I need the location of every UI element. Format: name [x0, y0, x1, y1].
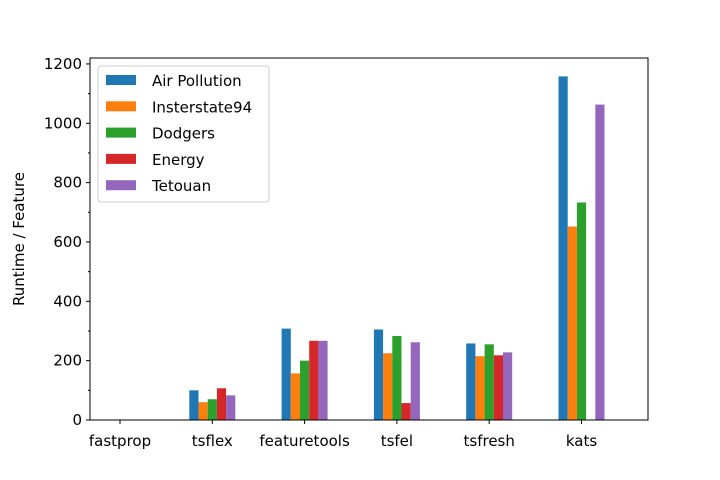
legend: Air Pollution Insterstate94 Dodgers Energy T… [97, 65, 270, 203]
bar-featuretools-air-pollution [281, 328, 291, 420]
bar-featuretools-tetouan [318, 340, 328, 420]
bar-kats-tetouan [595, 104, 605, 420]
bar-kats-air-pollution [558, 76, 568, 421]
bars-group [97, 76, 605, 421]
legend-frame [97, 65, 270, 203]
bar-tsfresh-air-pollution [466, 343, 476, 420]
y-tick-label: 1200 [44, 55, 82, 73]
bar-tsfresh-dodgers [484, 344, 494, 420]
bar-tsflex-insterstate94 [198, 402, 208, 420]
y-tick-label: 200 [53, 352, 82, 370]
x-tick-label: tsfel [381, 432, 413, 450]
y-tick-label: 800 [53, 174, 82, 192]
legend-label: Insterstate94 [152, 98, 252, 116]
bar-kats-dodgers [576, 202, 587, 420]
legend-label: Tetouan [151, 177, 211, 195]
y-tick-label: 600 [53, 233, 82, 251]
legend-swatch [106, 180, 136, 191]
bar-tsfel-tetouan [410, 342, 420, 420]
legend-swatch [106, 75, 136, 85]
legend-label: Air Pollution [152, 72, 242, 90]
plot-frame [89, 57, 649, 421]
bar-tsflex-energy [216, 388, 227, 420]
legend-swatch [106, 153, 136, 164]
bar-featuretools-insterstate94 [290, 373, 300, 420]
x-tick-label: featuretools [259, 432, 350, 450]
legend-swatch [106, 127, 136, 138]
bar-featuretools-energy [309, 340, 319, 420]
y-tick-label: 400 [53, 292, 82, 310]
y-axis: 0 200 400 600 800 1000 1200 [44, 55, 90, 429]
bar-tsflex-tetouan [226, 395, 236, 420]
x-tick-label: tsflex [192, 432, 233, 450]
bar-tsflex-air-pollution [189, 390, 199, 420]
bar-tsfresh-energy [493, 355, 503, 420]
x-tick-label: kats [566, 432, 597, 450]
legend-label: Dodgers [152, 125, 215, 143]
x-axis: fastprop tsflex featuretools tsfel tsfresh ka… [89, 420, 597, 450]
y-tick-label: 1000 [44, 114, 82, 132]
y-axis-label: Runtime / Feature [10, 172, 28, 306]
bar-tsfresh-tetouan [503, 352, 513, 420]
bar-tsflex-dodgers [207, 399, 217, 420]
bar-tsfel-dodgers [392, 336, 402, 420]
bar-tsfel-energy [401, 403, 411, 420]
bar-tsfel-air-pollution [373, 329, 384, 420]
bar-kats-insterstate94 [567, 226, 577, 420]
legend-label: Energy [152, 151, 205, 169]
y-tick-label: 0 [72, 411, 82, 429]
bar-featuretools-dodgers [300, 360, 310, 420]
legend-swatch [106, 101, 136, 112]
bar-tsfresh-insterstate94 [475, 356, 485, 420]
bar-tsfel-insterstate94 [383, 353, 393, 420]
x-tick-label: tsfresh [464, 432, 515, 450]
x-tick-label: fastprop [89, 432, 151, 450]
